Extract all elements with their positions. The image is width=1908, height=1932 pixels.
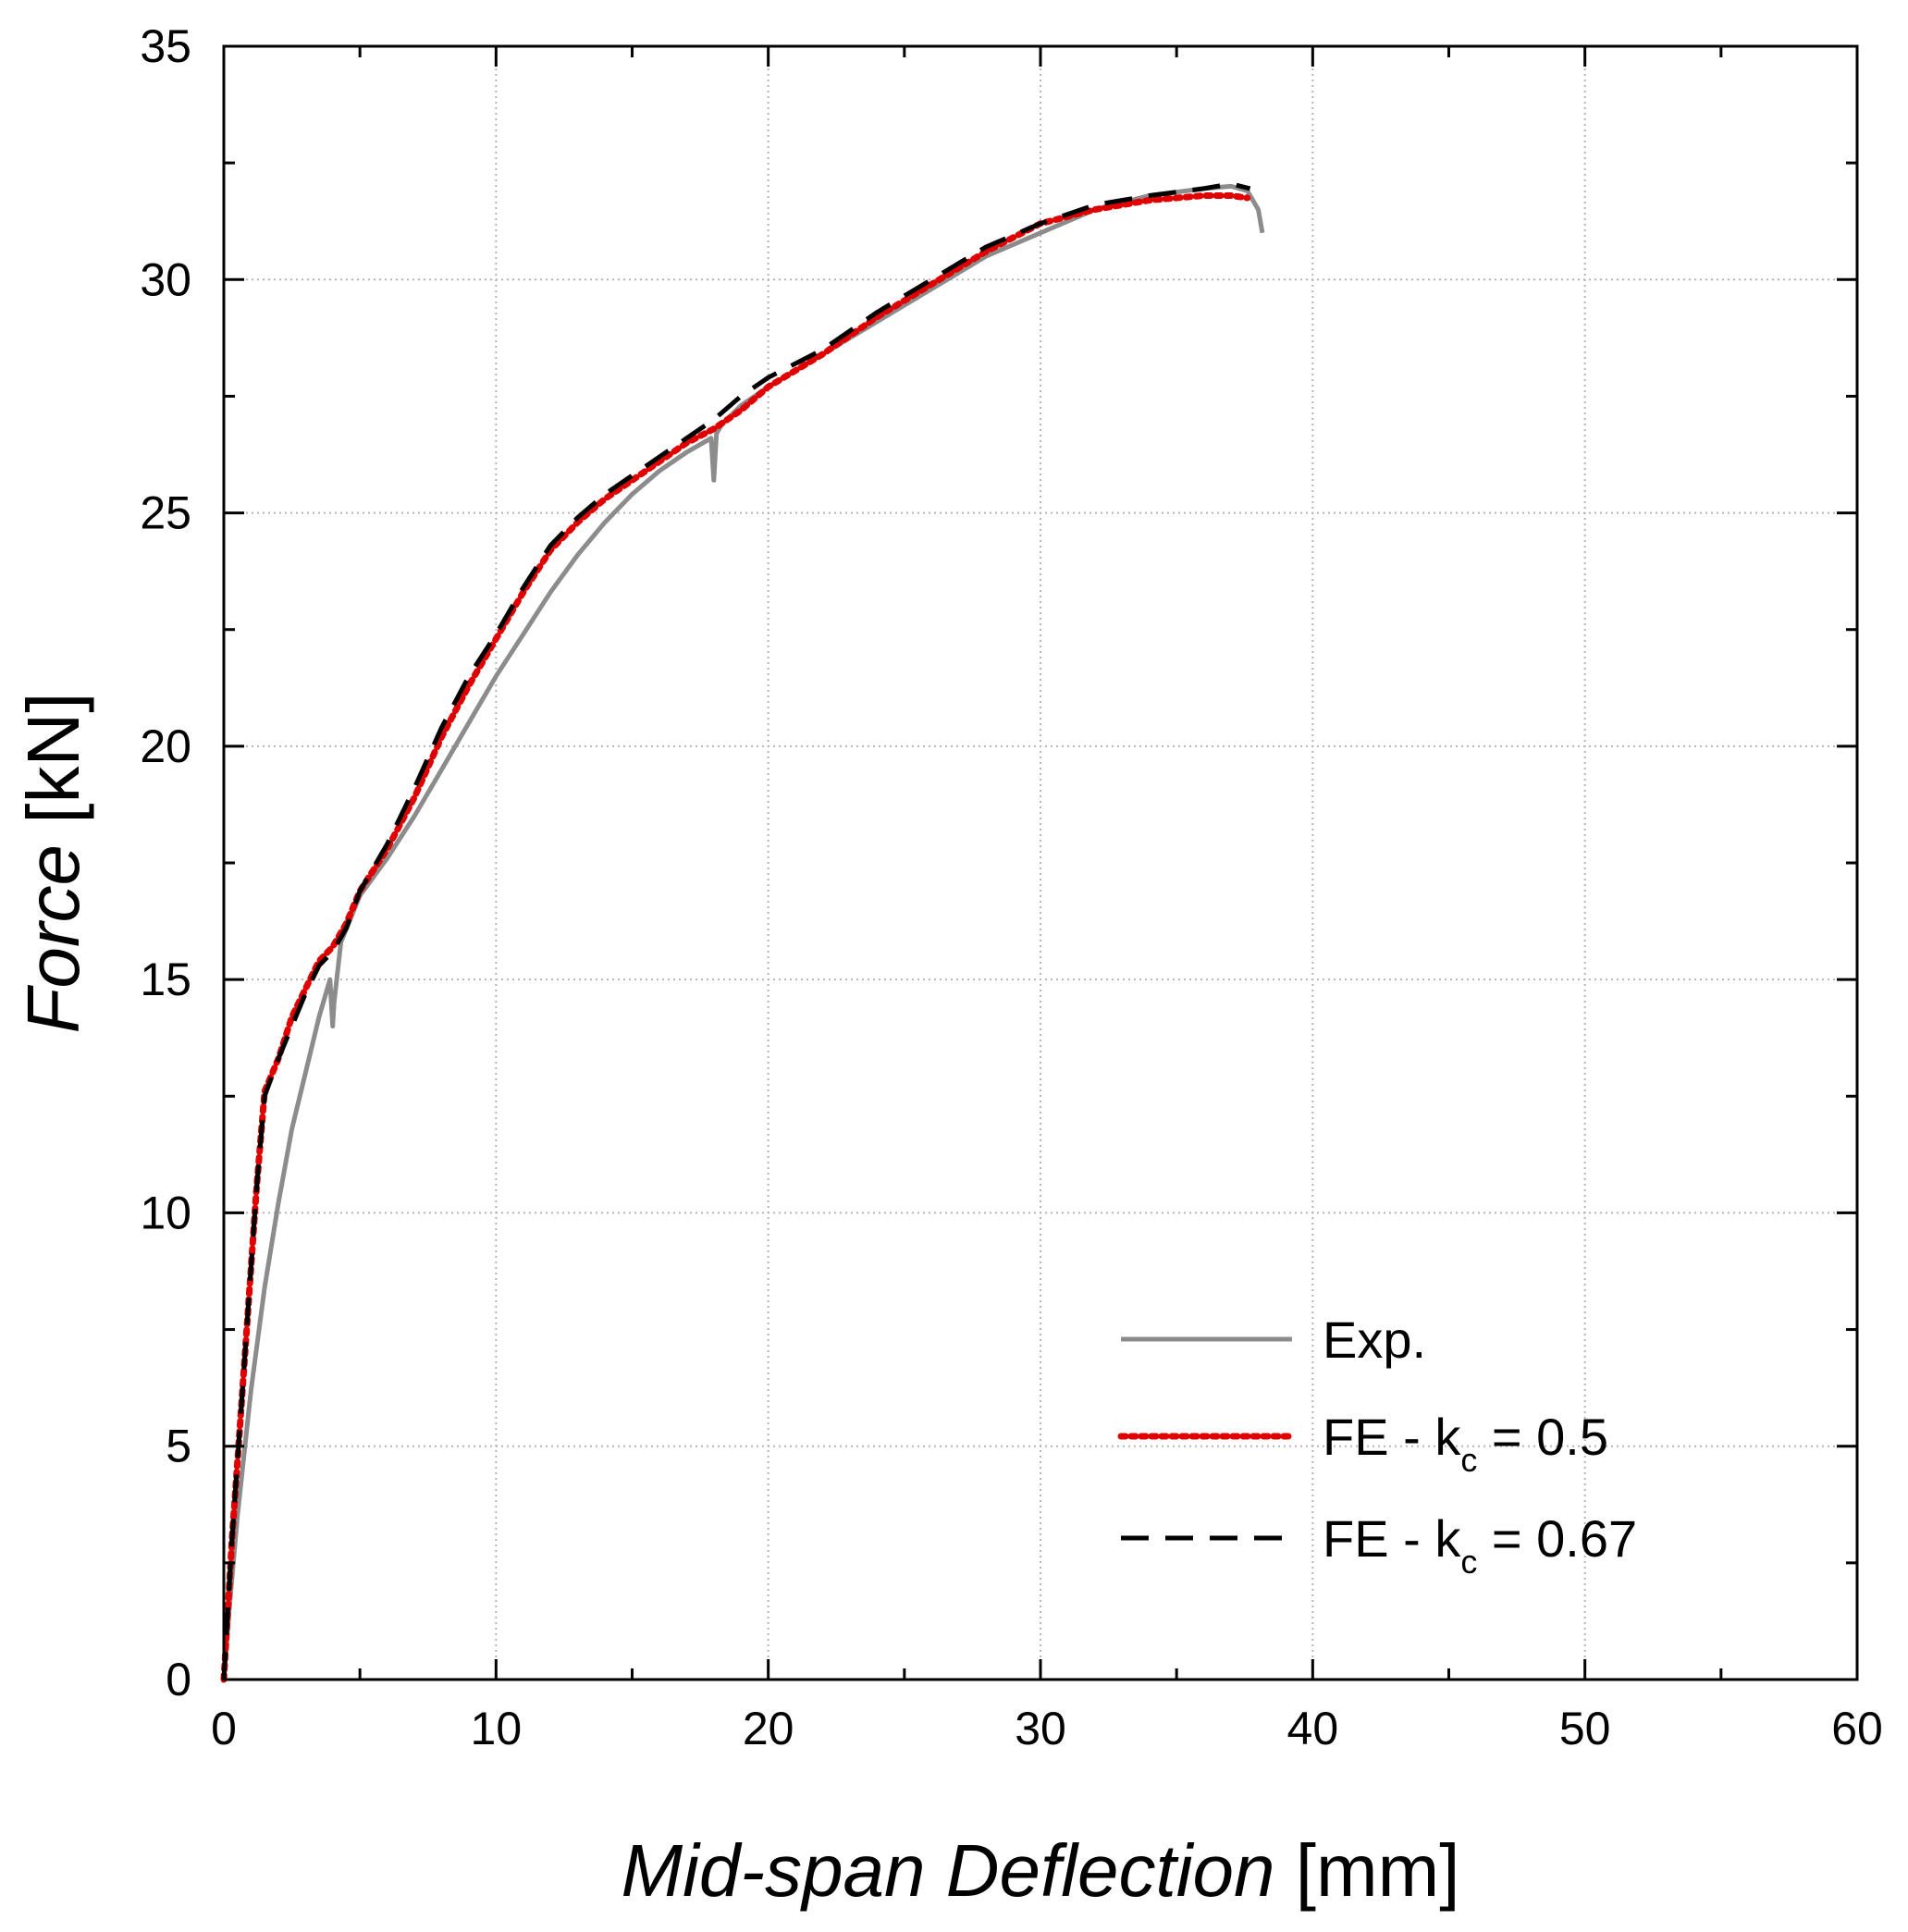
legend-label-fe-kc-0-67: FE - kc = 0.67 xyxy=(1323,1509,1637,1581)
axis-ticks xyxy=(222,44,1859,1681)
y-tick-label-30: 30 xyxy=(140,253,191,305)
y-axis-tick-labels: 0 5 10 15 20 25 30 35 xyxy=(140,20,191,1705)
y-axis-title-italic: Force xyxy=(12,844,94,1034)
x-tick-label-30: 30 xyxy=(1015,1703,1066,1754)
series-line-fe-kc-0-67 xyxy=(221,181,1251,1680)
x-axis-title: Mid-span Deflection [mm] xyxy=(622,1829,1460,1912)
y-axis-title: Force [kN] xyxy=(12,693,94,1034)
y-axis-title-units: [kN] xyxy=(12,693,94,824)
x-tick-label-50: 50 xyxy=(1559,1703,1611,1754)
y-tick-label-5: 5 xyxy=(166,1421,191,1472)
y-tick-label-25: 25 xyxy=(140,487,191,539)
y-tick-label-35: 35 xyxy=(140,20,191,72)
grid-lines xyxy=(224,46,1857,1680)
x-tick-label-60: 60 xyxy=(1831,1703,1883,1754)
y-tick-label-20: 20 xyxy=(140,720,191,772)
x-axis-tick-labels: 0 10 20 30 40 50 60 xyxy=(211,1703,1883,1754)
x-tick-label-10: 10 xyxy=(471,1703,523,1754)
data-series xyxy=(220,181,1265,1683)
y-tick-label-10: 10 xyxy=(140,1187,191,1238)
y-tick-label-0: 0 xyxy=(166,1654,191,1705)
legend-label-exp: Exp. xyxy=(1323,1311,1426,1369)
x-axis-title-italic: Mid-span Deflection xyxy=(622,1829,1275,1912)
legend-label-fe-kc-0-5: FE - kc = 0.5 xyxy=(1323,1408,1608,1479)
x-tick-label-0: 0 xyxy=(211,1703,237,1754)
x-tick-label-40: 40 xyxy=(1287,1703,1339,1754)
legend: Exp. FE - kc = 0.5 FE - kc = 0.67 xyxy=(1117,1311,1637,1581)
x-axis-title-units: [mm] xyxy=(1296,1829,1460,1912)
y-tick-label-15: 15 xyxy=(140,954,191,1005)
x-tick-label-20: 20 xyxy=(743,1703,794,1754)
series-line-exp xyxy=(221,183,1265,1680)
